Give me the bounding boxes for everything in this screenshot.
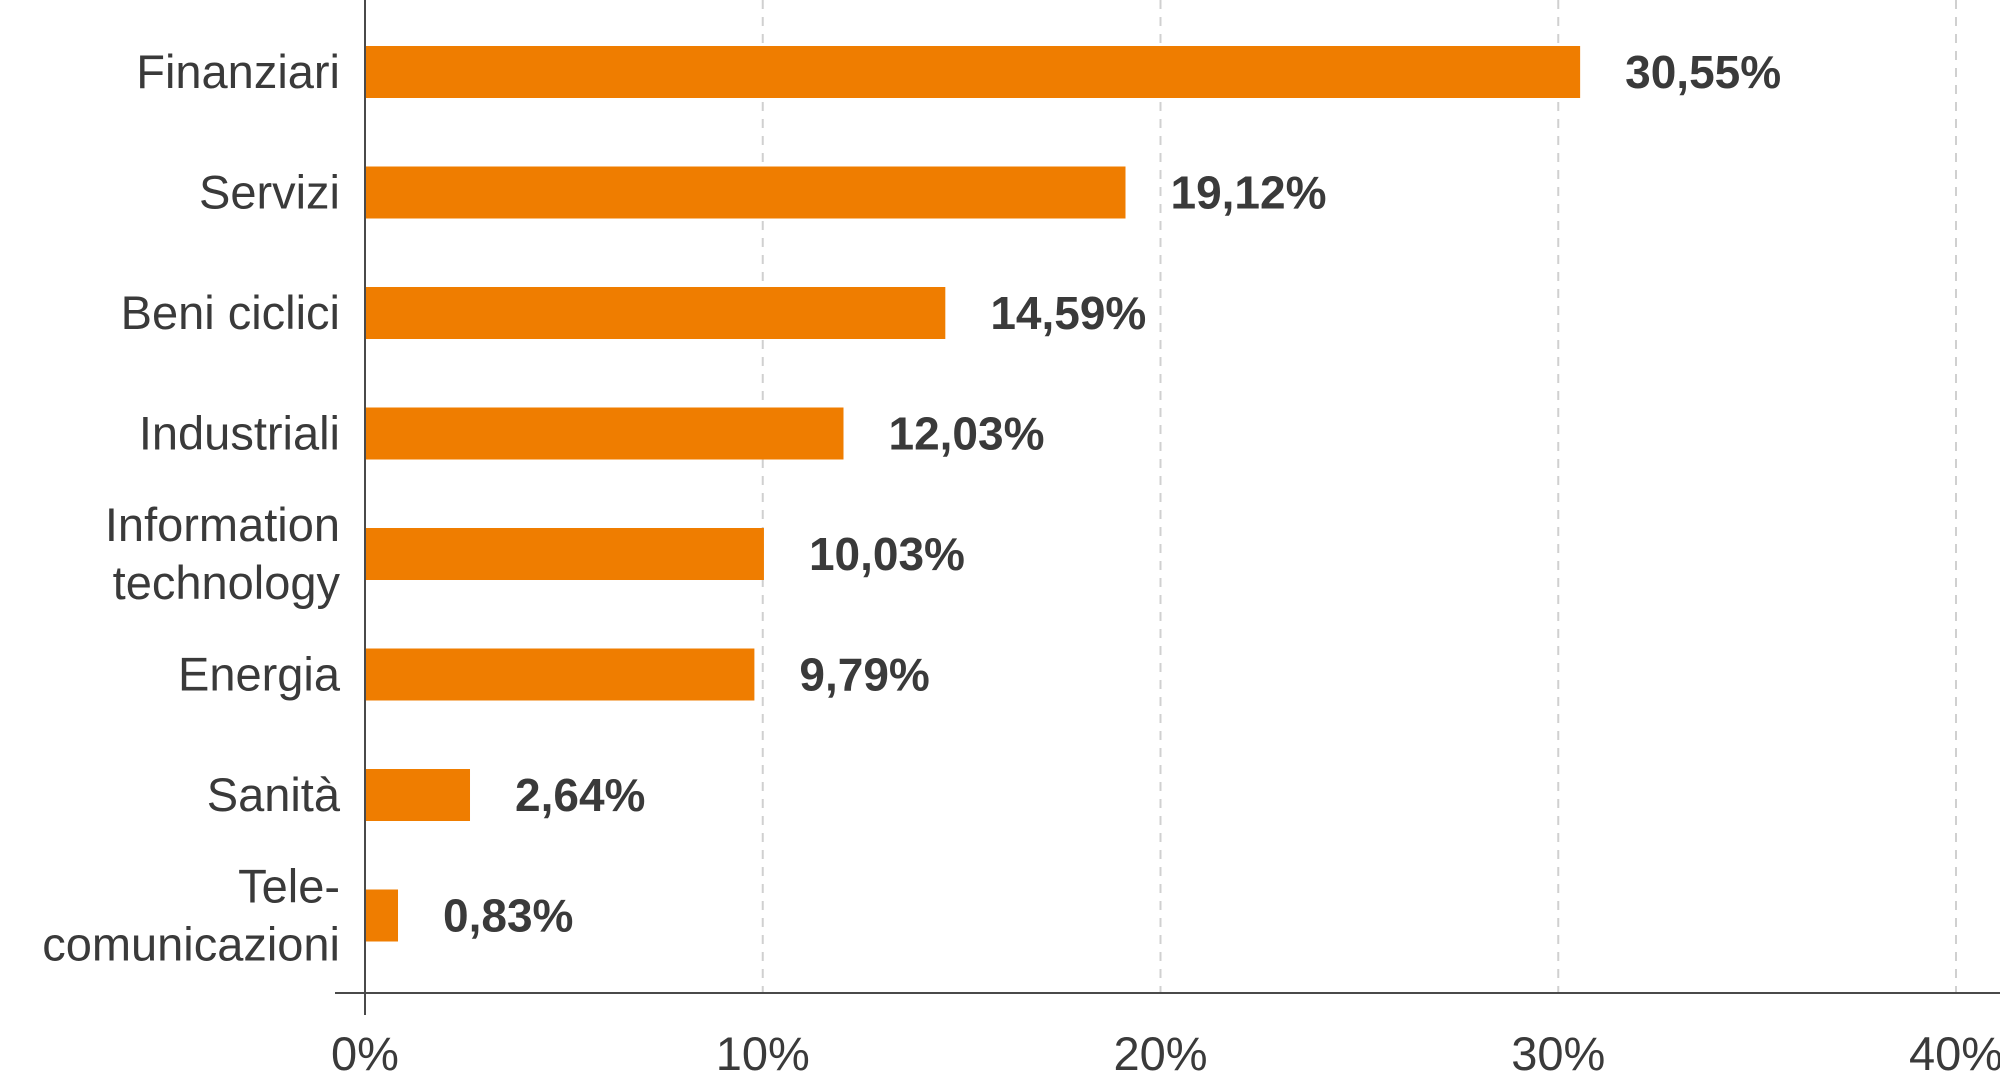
category-label-5: Energia (178, 648, 341, 701)
x-tick-labels: 0% 10% 20% 30% 40% (331, 1027, 2000, 1080)
value-label-5: 9,79% (799, 649, 929, 701)
value-label-7: 0,83% (443, 890, 573, 942)
x-tick-label-40: 40% (1909, 1027, 2000, 1075)
bar-3 (365, 407, 844, 460)
value-label-6: 2,64% (515, 769, 645, 821)
value-label-1: 19,12% (1170, 167, 1326, 219)
value-label-2: 14,59% (990, 287, 1146, 339)
category-label-7: Tele-comunicazioni (42, 860, 340, 971)
category-label-1: Servizi (199, 166, 340, 219)
bars (365, 46, 1581, 942)
value-labels: 30,55% 19,12% 14,59% 12,03% 10,03% 9,79% 2,64%… (443, 46, 1781, 942)
x-tick-label-20: 20% (1113, 1027, 1207, 1075)
value-label-4: 10,03% (809, 528, 965, 580)
bar-2 (365, 287, 946, 339)
bar-4 (365, 528, 764, 580)
bar-1 (365, 166, 1126, 219)
x-tick-label-30: 30% (1511, 1027, 1605, 1075)
category-labels: Finanziari Servizi Beni ciclici Industriali… (42, 45, 341, 971)
category-label-0: Finanziari (136, 45, 340, 98)
category-label-2: Beni ciclici (121, 286, 340, 339)
x-tick-label-0: 0% (331, 1027, 399, 1075)
category-label-4: Information technology (105, 498, 341, 609)
value-label-3: 12,03% (888, 408, 1044, 460)
axes (335, 0, 2000, 1015)
x-tick-label-10: 10% (716, 1027, 810, 1075)
value-label-0: 30,55% (1625, 46, 1781, 98)
category-label-6: Sanità (207, 768, 341, 821)
grid-lines (761, 0, 1957, 993)
bar-5 (365, 648, 755, 701)
category-label-3: Industriali (139, 407, 340, 460)
bar-6 (365, 769, 471, 821)
bar-7 (365, 889, 399, 942)
bar-0 (365, 46, 1581, 98)
